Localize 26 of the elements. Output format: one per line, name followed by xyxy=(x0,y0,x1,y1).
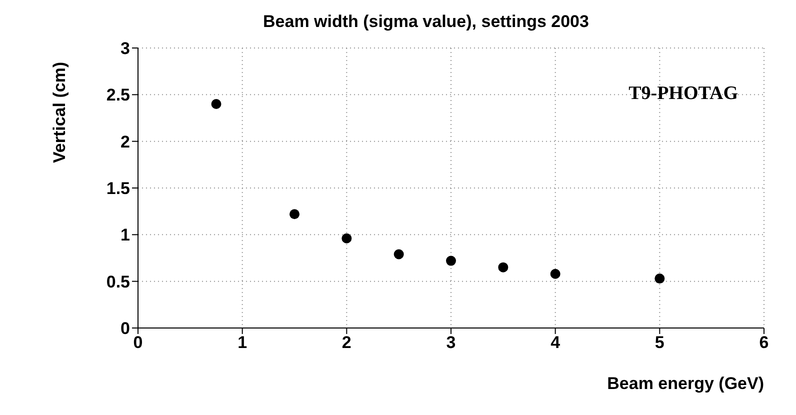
annotation: T9-PHOTAG xyxy=(628,83,738,105)
point xyxy=(211,99,222,109)
point xyxy=(498,262,508,272)
x-tick-label: 3 xyxy=(446,333,456,352)
y-axis-title: Vertical (cm) xyxy=(50,62,70,163)
x-tick-label: 2 xyxy=(342,333,352,352)
x-tick-label: 6 xyxy=(759,333,769,352)
y-tick-label: 2.5 xyxy=(106,86,130,105)
x-tick-label: 1 xyxy=(238,333,248,352)
point xyxy=(342,233,352,244)
y-tick-label: 2 xyxy=(120,132,130,152)
point xyxy=(654,274,665,284)
x-tick-label: 0 xyxy=(133,333,143,352)
x-axis-title: Beam energy (GeV) xyxy=(607,374,764,394)
point xyxy=(550,268,560,279)
point xyxy=(446,256,456,266)
point xyxy=(290,209,300,220)
point xyxy=(394,249,404,260)
y-tick-label: 1 xyxy=(120,226,130,245)
chart-title: Beam width (sigma value), settings 2003 xyxy=(262,12,590,32)
y-tick-label: 0.5 xyxy=(106,272,130,292)
y-tick-label: 1.5 xyxy=(106,179,130,198)
y-tick-label: 0 xyxy=(120,319,130,338)
x-tick-label: 4 xyxy=(550,333,561,352)
x-tick-label: 5 xyxy=(654,333,664,352)
y-tick-label: 3 xyxy=(120,39,130,58)
